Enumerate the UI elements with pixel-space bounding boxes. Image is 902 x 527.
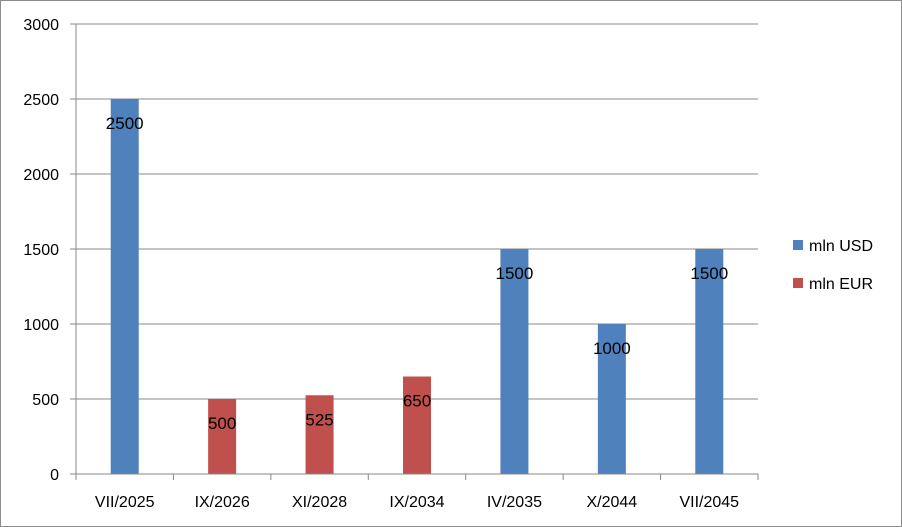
bar [403, 376, 431, 474]
bar [500, 249, 529, 474]
y-tick-label: 2000 [23, 167, 59, 184]
x-tick-label: IX/2034 [389, 494, 444, 511]
bar [110, 99, 139, 474]
legend-swatch [793, 278, 803, 288]
x-tick-label: VII/2025 [95, 494, 155, 511]
data-label: 650 [403, 392, 431, 411]
x-tick-label: XI/2028 [292, 494, 347, 511]
bar [597, 324, 626, 474]
y-tick-label: 3000 [23, 17, 59, 34]
legend-label: mln EUR [809, 276, 873, 293]
x-tick-label: VII/2045 [679, 494, 739, 511]
x-tick-label: IX/2026 [195, 494, 250, 511]
legend: mln USD mln EUR [793, 238, 873, 293]
y-tick-label: 500 [32, 392, 59, 409]
bar [208, 399, 237, 474]
x-tick-label: IV/2035 [487, 494, 542, 511]
bar [305, 395, 334, 474]
data-labels: 2500 1500 1000 1500 500 525 650 [106, 114, 728, 433]
x-tick-label: X/2044 [586, 494, 637, 511]
legend-label: mln USD [809, 238, 873, 255]
data-label: 1000 [593, 339, 631, 358]
data-label: 1500 [496, 264, 534, 283]
data-label: 525 [305, 410, 333, 429]
y-tick-label: 1500 [23, 242, 59, 259]
bars [110, 99, 724, 474]
data-label: 500 [208, 414, 236, 433]
data-label: 1500 [690, 264, 728, 283]
data-label: 2500 [106, 114, 144, 133]
y-tick-label: 0 [50, 467, 59, 484]
bar [695, 249, 724, 474]
legend-swatch [793, 240, 803, 250]
y-tick-label: 1000 [23, 317, 59, 334]
gridlines [76, 23, 758, 400]
y-tick-label: 2500 [23, 92, 59, 109]
axes: 0 500 1000 1500 2000 2500 3000 VII/2025 IX/2026 X… [23, 17, 759, 511]
